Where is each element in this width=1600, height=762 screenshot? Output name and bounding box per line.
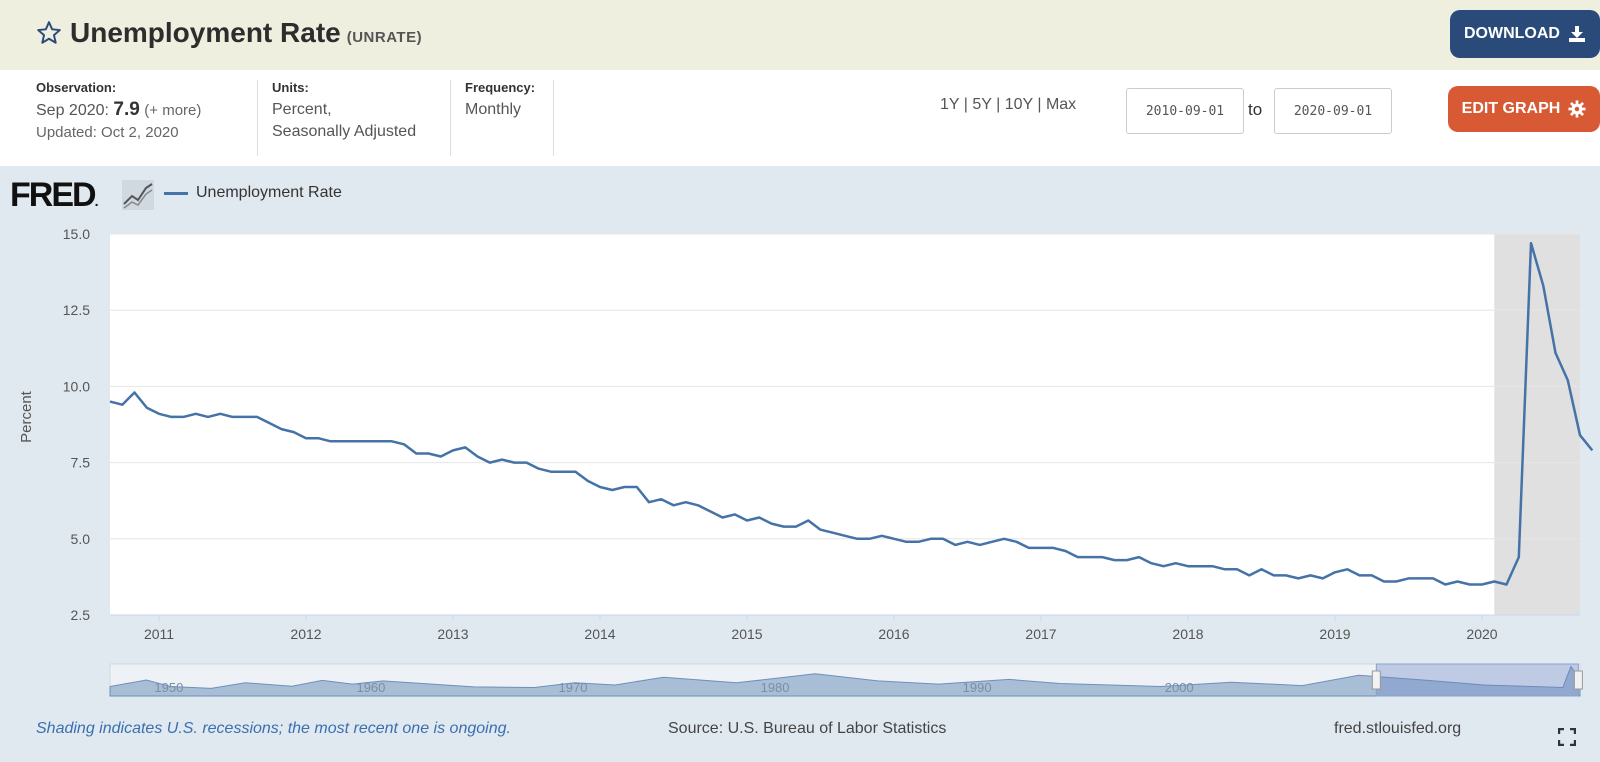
edit-graph-button[interactable]: EDIT GRAPH — [1448, 86, 1600, 132]
fred-logo-text: FRED — [10, 176, 97, 214]
range-separator: | — [996, 96, 1001, 113]
units-block: Units: Percent, Seasonally Adjusted — [257, 80, 449, 156]
series-title: Unemployment Rate — [70, 17, 341, 48]
observation-date: Sep 2020: — [36, 102, 109, 119]
navigator-handle[interactable] — [1573, 670, 1583, 690]
frequency-block: Frequency: Monthly — [450, 80, 554, 156]
units-line-1: Percent, — [272, 101, 332, 118]
chart-legend: Unemployment Rate — [164, 184, 342, 202]
source-text: Source: U.S. Bureau of Labor Statistics — [668, 720, 947, 737]
star-outline-icon[interactable] — [36, 20, 62, 46]
fullscreen-icon[interactable] — [1558, 728, 1576, 746]
observation-label: Observation: — [36, 80, 117, 95]
series-code: (UNRATE) — [346, 29, 423, 46]
observation-value: 7.9 — [113, 99, 140, 120]
observation-block: Observation: Sep 2020: 7.9 (+ more) Upda… — [36, 80, 256, 156]
navigator-year-label: 1950 — [154, 680, 183, 695]
navigator-year-label: 1990 — [963, 680, 992, 695]
navigator-year-label: 1980 — [761, 680, 790, 695]
range-separator: | — [963, 96, 968, 113]
page-title: Unemployment Rate (UNRATE) — [70, 17, 422, 49]
gear-icon — [1568, 100, 1586, 118]
updated-date: Updated: Oct 2, 2020 — [36, 124, 179, 141]
frequency-value: Monthly — [465, 101, 522, 118]
navigator-series-area — [109, 665, 1581, 697]
fred-chart-mark-icon — [122, 180, 154, 210]
download-button[interactable]: DOWNLOAD — [1450, 10, 1600, 58]
frequency-label: Frequency: — [465, 80, 536, 95]
range-selector: 1Y | 5Y | 10Y | Max — [940, 96, 1076, 114]
fred-url-link[interactable]: fred.stlouisfed.org — [1334, 720, 1462, 737]
fred-logo: FRED. — [10, 176, 98, 215]
range-max[interactable]: Max — [1045, 96, 1077, 113]
range-1y[interactable]: 1Y — [940, 96, 960, 113]
start-date-input[interactable]: 2010-09-01 — [1126, 88, 1244, 134]
recession-note: Shading indicates U.S. recessions; the m… — [36, 720, 511, 737]
range-10y[interactable]: 10Y — [1004, 96, 1033, 113]
range-separator: | — [1037, 96, 1042, 113]
legend-swatch — [164, 191, 188, 195]
edit-graph-label: EDIT GRAPH — [1461, 100, 1561, 117]
navigator-year-label: 1970 — [559, 680, 588, 695]
to-label: to — [1248, 100, 1263, 119]
navigator-selection[interactable] — [1375, 663, 1579, 697]
download-label: DOWNLOAD — [1464, 25, 1560, 42]
download-icon — [1568, 26, 1585, 42]
range-5y[interactable]: 5Y — [972, 96, 992, 113]
end-date-input[interactable]: 2020-09-01 — [1274, 88, 1392, 134]
units-line-2: Seasonally Adjusted — [272, 123, 417, 140]
navigator-year-label: 2000 — [1165, 680, 1194, 695]
navigator-handle[interactable] — [1371, 670, 1381, 690]
units-label: Units: — [272, 80, 309, 95]
navigator-year-label: 1960 — [356, 680, 385, 695]
units-value: Percent, Seasonally Adjusted — [272, 99, 449, 143]
observation-value-line: Sep 2020: 7.9 (+ more) — [36, 99, 256, 122]
observation-more-link[interactable]: (+ more) — [144, 102, 202, 119]
legend-series-name: Unemployment Rate — [196, 184, 342, 201]
series-header: Unemployment Rate (UNRATE) DOWNLOAD — [0, 0, 1600, 70]
